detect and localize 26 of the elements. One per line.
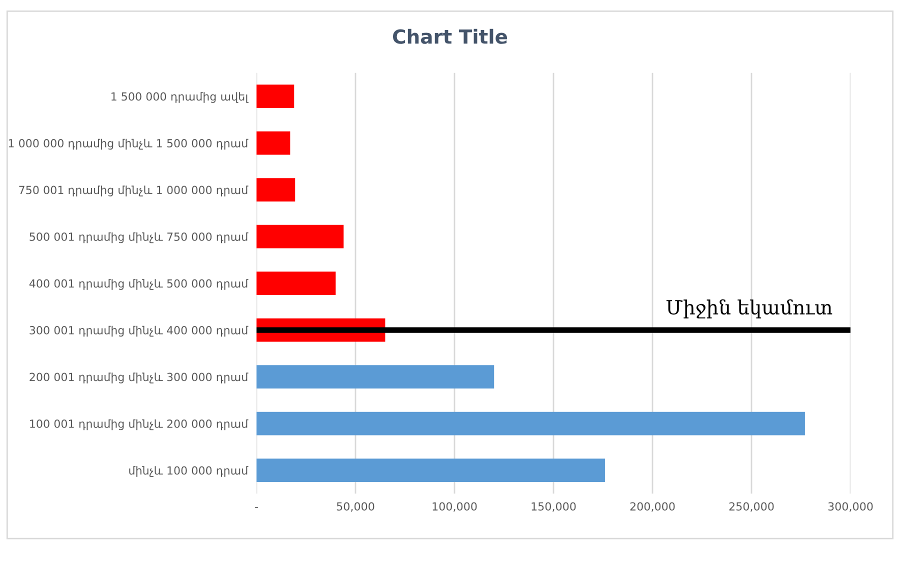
y-tick-label: 400 001 դրամից մինչև 500 000 դրամ	[29, 279, 248, 290]
bar	[256, 84, 294, 108]
x-tick-label: 250,000	[729, 502, 774, 512]
x-tick-label: 150,000	[532, 502, 576, 512]
x-tick-label: -	[255, 506, 258, 508]
y-tick-label: 1 000 000 դրամից մինչև 1 500 000 դրամ	[8, 138, 248, 150]
chart-title: Chart Title	[392, 28, 508, 44]
y-tick-label: 100 001 դրամից մինչև 200 000 դրամ	[30, 419, 248, 430]
y-tick-label: 1 500 000 դրամից ավել	[112, 92, 249, 103]
bar	[256, 178, 296, 202]
y-tick-label: 200 001 դրամից մինչև 300 000 դրամ	[30, 372, 248, 384]
bar	[256, 224, 344, 248]
bar	[256, 412, 805, 436]
y-tick-label: 750 001 դրամից մինչև 1 000 000 դրամ	[19, 186, 248, 196]
y-tick-label: 500 001 դրամից մինչև 750 000 դրամ	[30, 232, 248, 244]
x-tick-label: 100,000	[432, 502, 477, 512]
x-tick-label: 300,000	[828, 502, 873, 512]
y-tick-label: 300 001 դրամից մինչև 400 000 դրամ	[30, 326, 248, 337]
bar	[256, 458, 605, 482]
x-tick-label: 50,000	[336, 502, 374, 512]
bar	[256, 365, 494, 388]
y-tick-label: մինչև 100 000 դրամ	[129, 466, 248, 477]
bar	[256, 272, 336, 295]
ref-line-label: Միջին եկամուտ	[666, 299, 832, 318]
bar	[256, 131, 290, 155]
x-tick-label: 200,000	[630, 502, 675, 512]
